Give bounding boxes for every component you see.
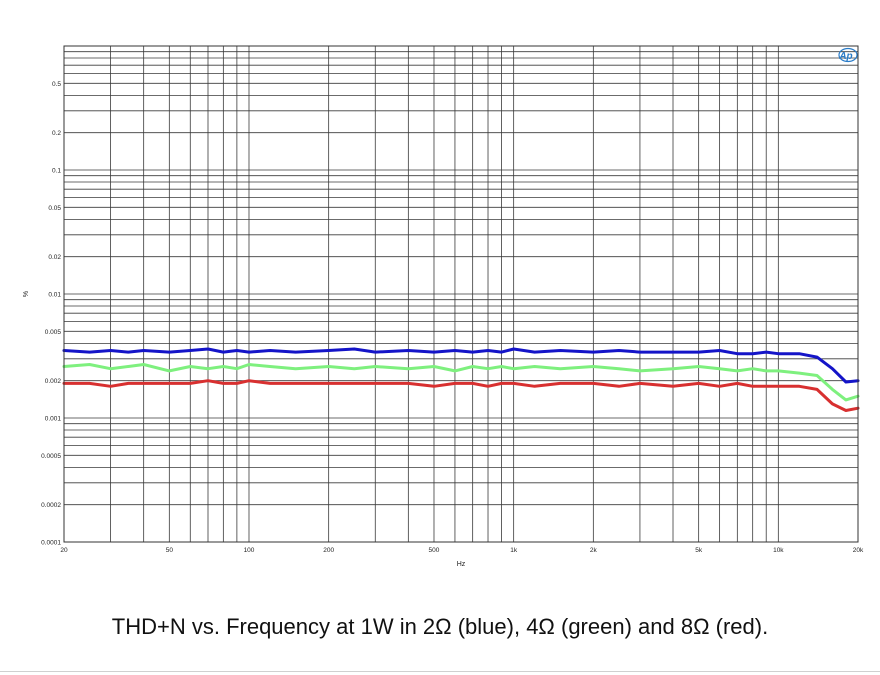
x-axis-title: Hz [457,561,466,568]
y-tick-label: 0.0001 [41,540,61,547]
x-axis-tick-labels: 20 50 100 200 500 1k 2k 5k 10k 20k [60,547,864,554]
x-tick-label: 10k [773,547,784,554]
y-tick-label: 0.05 [48,205,61,212]
data-series [62,347,860,412]
figure-caption: THD+N vs. Frequency at 1W in 2Ω (blue), … [111,614,769,639]
y-axis-title: % [23,291,30,297]
grid [64,46,858,542]
y-tick-label: 0.01 [48,292,61,299]
y-axis-tick-labels: 0.5 0.2 0.1 0.05 0.02 0.01 0.005 0.002 0.001 0.00… [41,81,61,547]
y-tick-label: 0.0005 [41,453,61,460]
y-tick-label: 0.0002 [41,502,61,509]
x-tick-label: 20 [60,547,68,554]
bottom-divider [0,671,880,672]
x-tick-label: 20k [853,547,864,554]
x-tick-label: 1k [510,547,518,554]
plot-frame [63,45,859,543]
y-tick-label: 0.02 [48,254,61,261]
series-line [62,347,860,384]
x-tick-label: 2k [590,547,598,554]
y-tick-label: 0.5 [52,81,61,88]
y-tick-label: 0.002 [45,378,62,385]
y-tick-label: 0.2 [52,130,61,137]
y-tick-label: 0.001 [45,416,62,423]
x-tick-label: 100 [244,547,255,554]
y-tick-label: 0.1 [52,168,61,175]
series-line [62,363,860,402]
series-line [62,379,860,412]
x-tick-label: 500 [429,547,440,554]
x-tick-label: 5k [695,547,703,554]
x-tick-label: 200 [323,547,334,554]
ap-logo-icon: Ap [838,47,858,63]
x-tick-label: 50 [166,547,174,554]
y-tick-label: 0.005 [45,329,62,336]
thd-frequency-chart: 0.5 0.2 0.1 0.05 0.02 0.01 0.005 0.002 0.001 0.00… [23,45,864,568]
ap-logo-text: Ap [838,51,852,62]
